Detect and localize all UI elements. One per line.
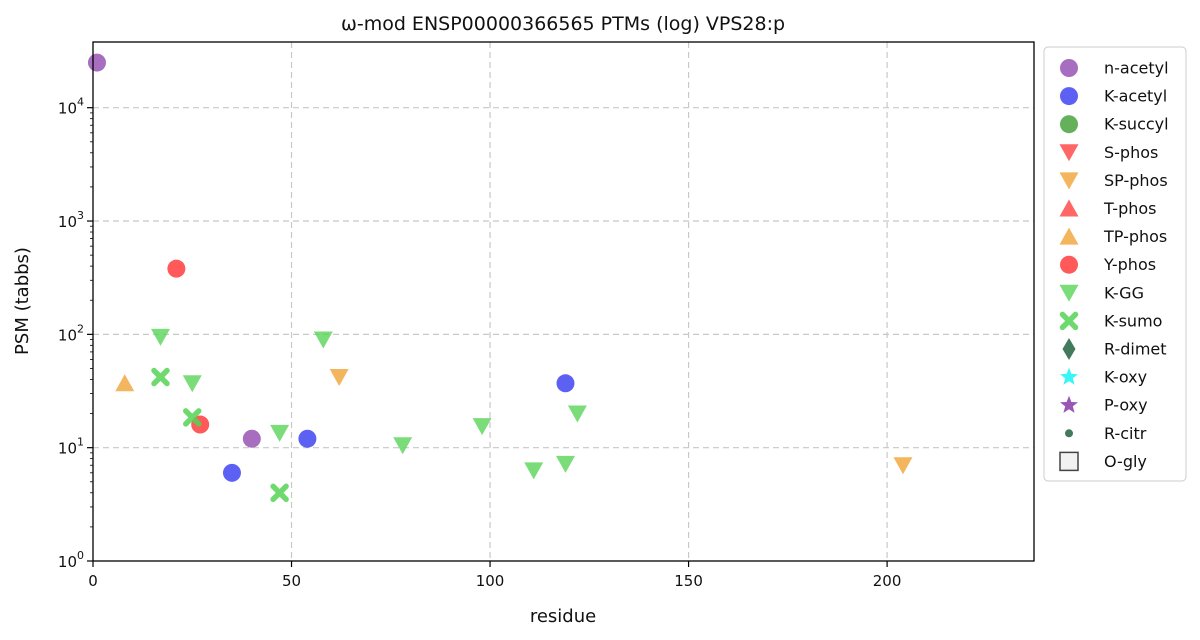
legend-marker-k-oxy — [1060, 367, 1078, 385]
legend-marker-k-sumo — [1059, 311, 1079, 331]
legend-marker-r-citr — [1065, 429, 1073, 438]
data-point-k-sumo — [151, 367, 170, 387]
data-points — [87, 53, 913, 503]
x-tick-label: 50 — [282, 572, 301, 590]
legend-marker-r-dimet — [1062, 338, 1076, 360]
legend-label: SP-phos — [1104, 171, 1168, 190]
legend-marker-k-gg — [1059, 284, 1079, 302]
legend-frame — [1043, 46, 1187, 482]
y-tick-label: 101 — [58, 436, 84, 458]
data-point-n-acetyl — [87, 53, 106, 72]
legend-marker-y-phos — [1060, 255, 1078, 274]
data-point-k-acetyl — [556, 374, 575, 393]
legend-marker-k-acetyl — [1060, 87, 1078, 106]
legend-label: R-citr — [1104, 424, 1147, 443]
legend-label: T-phos — [1103, 199, 1157, 218]
y-axis-label: PSM (tabbs) — [12, 247, 33, 355]
data-point-y-phos — [167, 259, 186, 278]
legend-label: TP-phos — [1103, 227, 1167, 246]
chart-title: ω-mod ENSP00000366565 PTMs (log) VPS28:p — [341, 13, 785, 35]
x-tick-label: 100 — [476, 572, 505, 590]
data-point-k-sumo — [270, 483, 289, 503]
data-point-k-gg — [313, 331, 333, 349]
legend-marker-sp-phos — [1059, 172, 1079, 190]
data-point-n-acetyl — [242, 429, 261, 448]
data-point-k-gg — [524, 462, 544, 480]
x-tick-label: 0 — [88, 572, 98, 590]
x-axis-label: residue — [530, 606, 596, 627]
legend-label: K-acetyl — [1104, 87, 1167, 106]
y-tick-label: 102 — [58, 322, 84, 344]
data-point-k-gg — [555, 455, 575, 473]
axis-ticks: 0 50 100 150 200 100 101 102 103 104 — [58, 96, 902, 590]
y-tick-label: 100 — [58, 549, 84, 571]
data-point-tp-phos — [115, 374, 135, 392]
legend-marker-t-phos — [1059, 199, 1079, 217]
data-point-k-gg — [270, 424, 290, 442]
data-point-k-gg — [182, 375, 202, 393]
legend-marker-k-succyl — [1060, 115, 1078, 134]
legend-label: Y-phos — [1103, 255, 1156, 274]
data-point-k-gg — [150, 328, 170, 346]
data-point-k-gg — [472, 418, 492, 436]
legend-label: R-dimet — [1104, 340, 1167, 359]
grid-lines — [93, 42, 1034, 561]
x-tick-label: 150 — [674, 572, 703, 590]
legend-label: n-acetyl — [1104, 59, 1169, 78]
legend-marker-tp-phos — [1059, 227, 1079, 245]
data-point-k-acetyl — [298, 429, 317, 448]
data-point-k-gg — [567, 405, 587, 423]
data-point-k-acetyl — [222, 463, 241, 482]
legend-label: K-oxy — [1104, 368, 1147, 387]
legend-label: P-oxy — [1104, 396, 1148, 415]
y-tick-label: 104 — [58, 96, 84, 118]
data-point-k-sumo — [183, 408, 202, 427]
legend-marker-o-gly — [1059, 451, 1079, 472]
plot-frame — [92, 41, 1035, 562]
legend-label: K-sumo — [1104, 311, 1162, 330]
x-tick-label: 200 — [873, 572, 902, 590]
legend-marker-s-phos — [1059, 144, 1079, 162]
data-point-sp-phos — [329, 369, 349, 387]
legend-label: K-GG — [1104, 283, 1144, 302]
legend-marker-p-oxy — [1060, 395, 1078, 413]
y-tick-label: 103 — [58, 209, 84, 231]
data-point-sp-phos — [893, 457, 913, 475]
legend-marker-n-acetyl — [1060, 59, 1078, 77]
legend-label: O-gly — [1104, 452, 1147, 471]
legend-label: K-succyl — [1104, 115, 1169, 134]
legend-label: S-phos — [1104, 143, 1158, 162]
legend: n-acetyl K-acetyl K-succyl S-phos SP-phos T-p… — [1043, 46, 1187, 482]
data-point-k-gg — [393, 437, 413, 455]
